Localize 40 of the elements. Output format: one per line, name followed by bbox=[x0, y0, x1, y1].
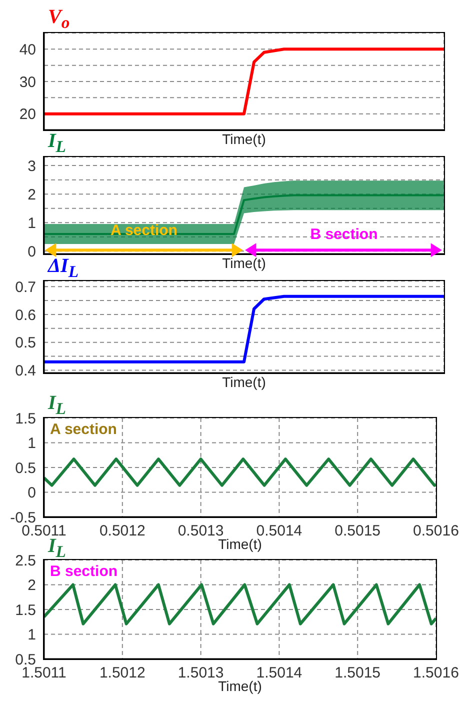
chart-title: I$_{L}$ bbox=[48, 392, 66, 420]
y-tick-label: 2 bbox=[28, 577, 36, 594]
annotation: B section bbox=[310, 226, 378, 244]
annotation: A section bbox=[50, 421, 117, 439]
y-tick-label: 1 bbox=[28, 626, 36, 644]
x-tick-label: 0.5015 bbox=[334, 522, 381, 540]
chart-title: V$_{o}$ bbox=[48, 6, 70, 34]
y-tick-label: 0 bbox=[28, 484, 36, 502]
x-tick-label: 0.5012 bbox=[99, 522, 146, 540]
y-tick-label: 0.6 bbox=[15, 306, 36, 324]
line-series bbox=[44, 294, 444, 364]
y-tick-label: 1.5 bbox=[15, 602, 36, 619]
x-tick-label: 1.5012 bbox=[99, 664, 146, 682]
y-tick-label: 40 bbox=[19, 41, 36, 58]
x-tick-label: 1.5015 bbox=[334, 664, 381, 682]
chart-title: ΔI$_{L}$ bbox=[48, 255, 79, 283]
y-tick-label: 0 bbox=[28, 243, 36, 260]
line-series bbox=[44, 48, 444, 116]
line-series bbox=[44, 583, 436, 626]
y-tick-label: 1.5 bbox=[15, 410, 36, 428]
y-tick-label: 1 bbox=[28, 214, 36, 232]
y-tick-label: 3 bbox=[28, 158, 36, 175]
chart-title: I$_{L}$ bbox=[48, 130, 66, 158]
y-tick-label: 2 bbox=[28, 186, 36, 204]
x-tick-label: 1.5016 bbox=[413, 664, 459, 682]
x-axis-title: Time(t) bbox=[222, 255, 266, 271]
y-tick-label: 2.5 bbox=[15, 552, 36, 570]
y-tick-label: 0.4 bbox=[15, 362, 36, 380]
y-tick-label: 20 bbox=[19, 106, 36, 124]
annotation: A section bbox=[110, 222, 178, 240]
y-tick-label: 0.5 bbox=[15, 460, 36, 477]
x-tick-label: 0.5016 bbox=[413, 522, 459, 540]
y-tick-label: 30 bbox=[19, 74, 36, 91]
line-series bbox=[44, 458, 436, 487]
y-tick-label: 1 bbox=[28, 435, 36, 452]
x-axis-title: Time(t) bbox=[222, 131, 266, 147]
annotation: B section bbox=[50, 563, 118, 581]
x-axis-title: Time(t) bbox=[221, 374, 267, 391]
y-tick-label: 0.7 bbox=[15, 278, 36, 296]
y-tick-label: 0.5 bbox=[15, 334, 36, 352]
